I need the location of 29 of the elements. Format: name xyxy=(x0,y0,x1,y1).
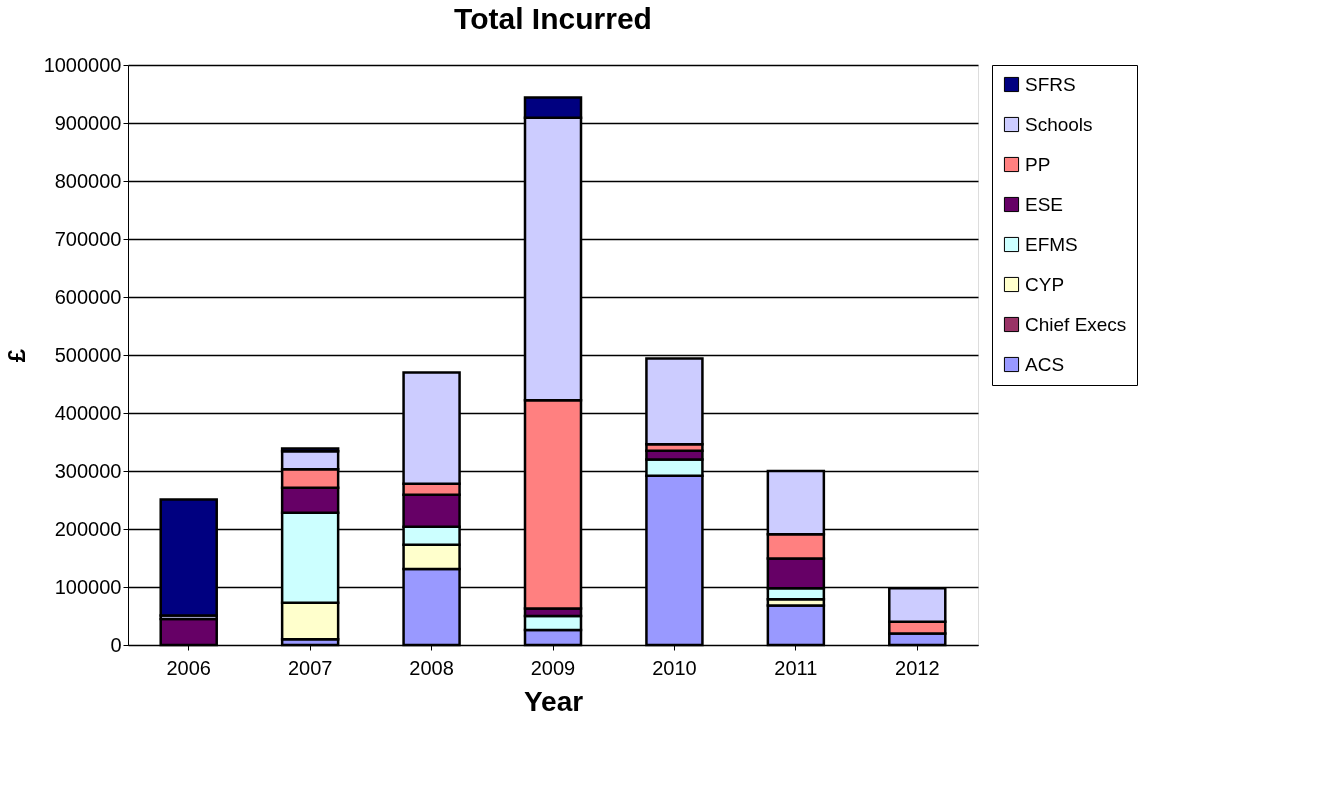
legend-label: SFRS xyxy=(1025,73,1076,95)
x-axis-title: Year xyxy=(523,685,584,717)
x-tick-label: 2007 xyxy=(287,656,333,679)
legend-label: CYP xyxy=(1025,273,1065,295)
y-tick-label: 400000 xyxy=(54,401,122,424)
chart-title: Total Incurred xyxy=(454,2,652,35)
y-tick-label: 900000 xyxy=(54,111,122,134)
legend-label: PP xyxy=(1025,153,1051,175)
y-tick-label: 0 xyxy=(110,633,122,656)
x-tick-label: 2009 xyxy=(530,656,576,679)
y-tick-label: 700000 xyxy=(54,227,122,250)
x-tick-label: 2012 xyxy=(895,656,940,679)
y-tick-label: 100000 xyxy=(54,575,122,598)
y-tick-label: 200000 xyxy=(54,517,122,540)
y-tick-label: 600000 xyxy=(54,285,122,308)
legend-label: Schools xyxy=(1025,113,1093,135)
x-tick-label: 2006 xyxy=(166,656,211,679)
legend-label: ACS xyxy=(1025,353,1065,375)
x-tick-label: 2010 xyxy=(652,656,697,679)
y-axis-title: £ xyxy=(2,348,30,363)
y-tick-label: 500000 xyxy=(54,343,122,366)
y-tick-label: 300000 xyxy=(54,459,122,482)
y-tick-label: 1000000 xyxy=(43,53,122,76)
x-tick-label: 2008 xyxy=(409,656,454,679)
legend-label: ESE xyxy=(1025,193,1064,215)
y-tick-label: 800000 xyxy=(54,169,122,192)
x-tick-label: 2011 xyxy=(774,656,818,679)
legend-label: Chief Execs xyxy=(1025,313,1127,335)
legend-label: EFMS xyxy=(1025,233,1078,255)
